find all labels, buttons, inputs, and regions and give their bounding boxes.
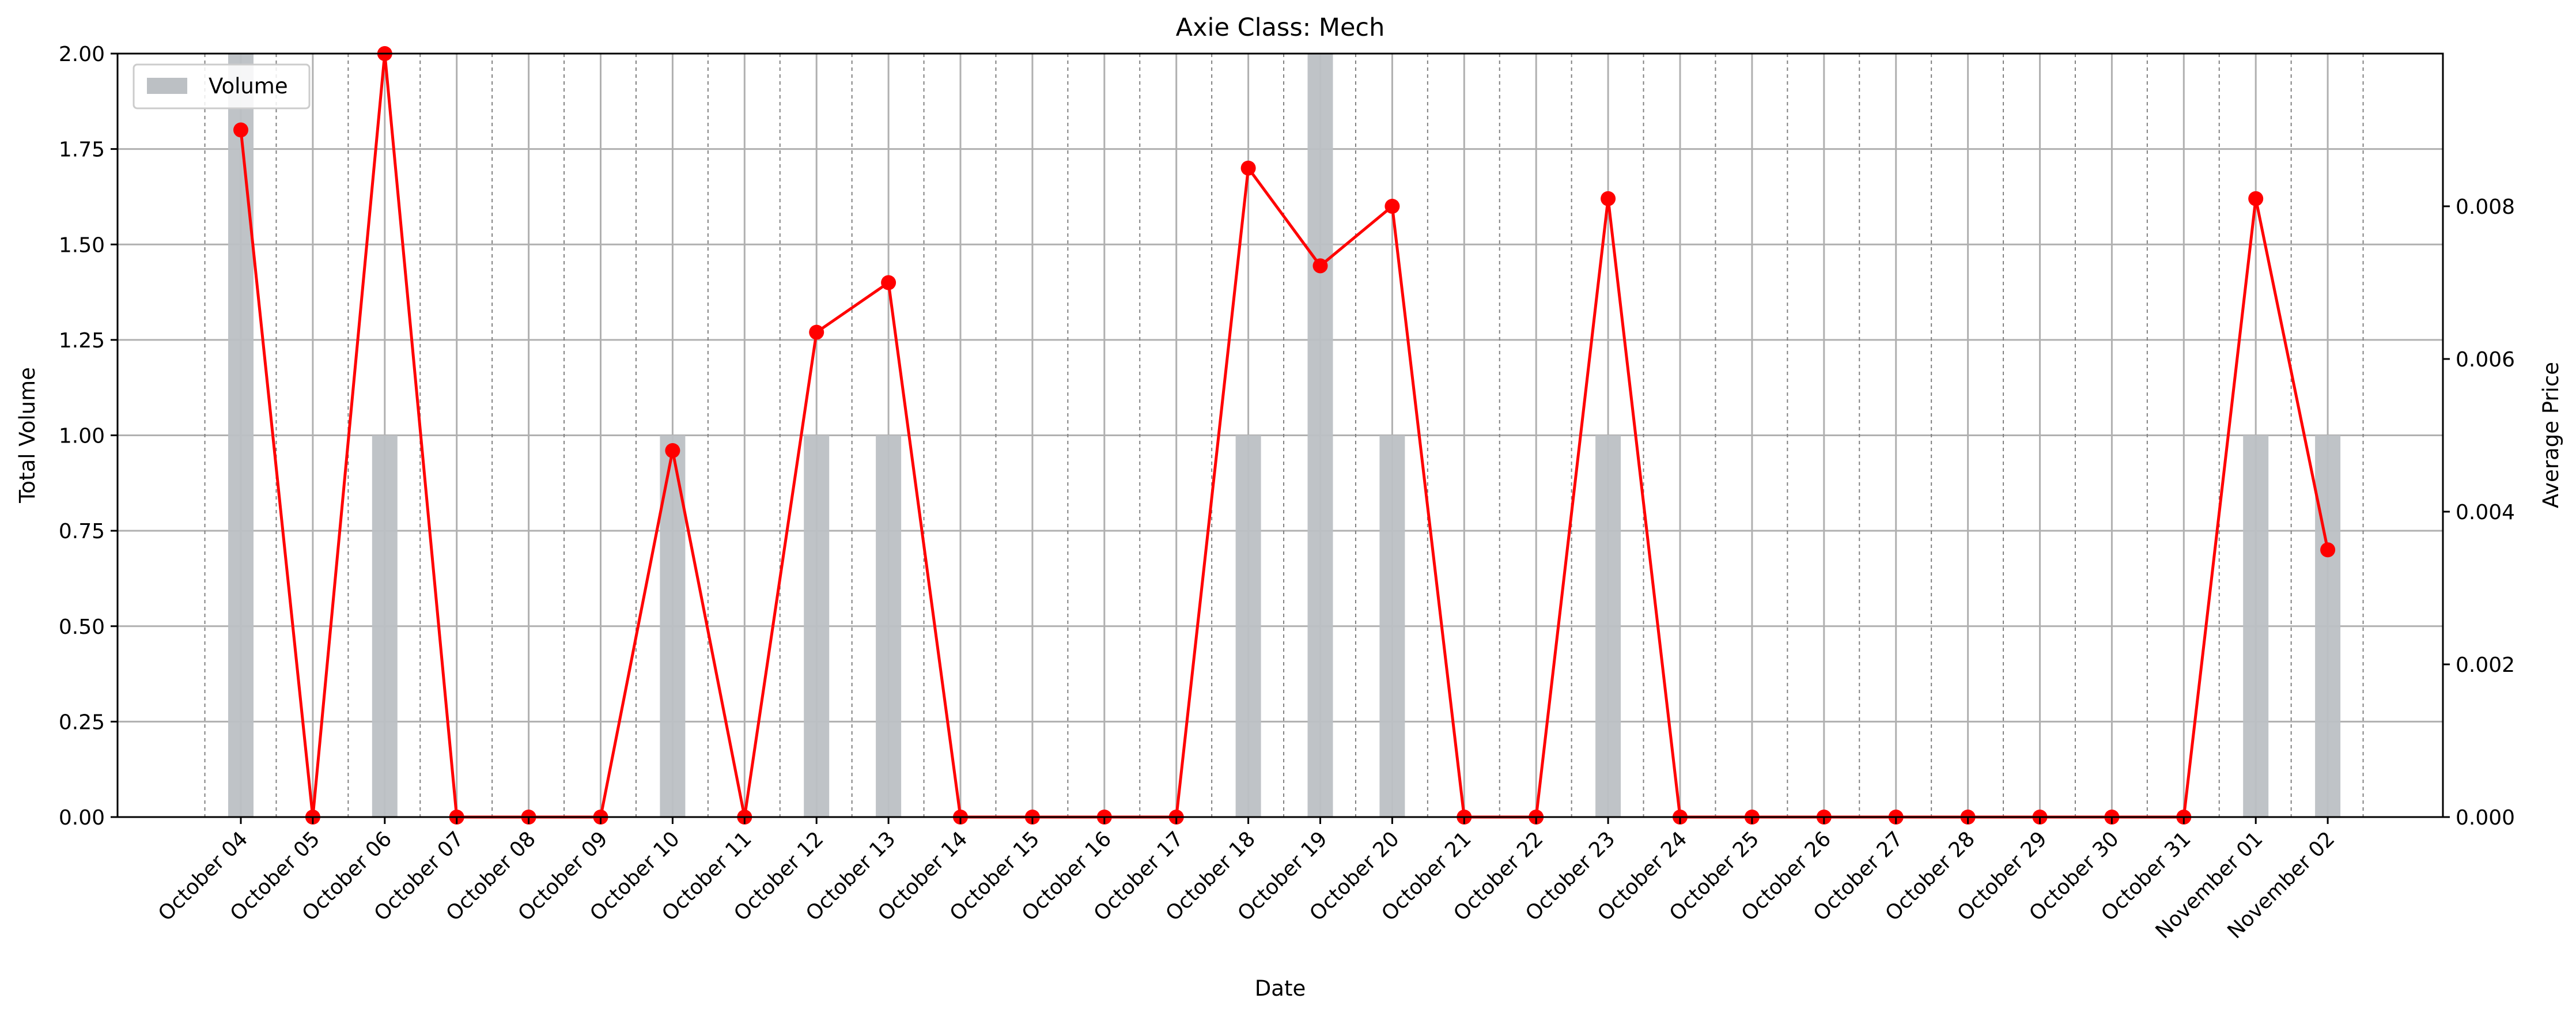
y2-axis-title: Average Price — [2539, 362, 2563, 508]
y-tick-label: 0.75 — [59, 520, 105, 543]
y2-tick-label: 0.000 — [2456, 806, 2515, 830]
y2-tick-label: 0.002 — [2456, 653, 2515, 677]
price-point — [1312, 258, 1328, 274]
price-point — [2248, 191, 2264, 206]
y-tick-label: 1.50 — [59, 233, 105, 257]
legend-box — [133, 63, 311, 109]
y-tick-label: 1.75 — [59, 138, 105, 162]
y-tick-label: 2.00 — [59, 43, 105, 66]
y-tick-label: 0.00 — [59, 806, 105, 830]
y-tick-label: 0.50 — [59, 615, 105, 639]
price-point — [1240, 160, 1256, 176]
y-tick-label: 1.00 — [59, 425, 105, 448]
volume-bar — [2315, 435, 2341, 817]
legend-label-volume: Volume — [209, 74, 288, 99]
volume-bar — [1595, 435, 1621, 817]
price-point — [809, 324, 824, 340]
y2-tick-label: 0.004 — [2456, 501, 2515, 524]
price-point — [881, 275, 897, 290]
chart-title: Axie Class: Mech — [1176, 13, 1385, 42]
price-point — [665, 443, 680, 458]
y-axis-title: Total Volume — [15, 367, 40, 504]
price-point — [2320, 542, 2336, 558]
price-point — [233, 122, 248, 138]
price-point — [1385, 199, 1400, 214]
volume-bar — [1307, 54, 1333, 817]
y-tick-label: 0.25 — [59, 710, 105, 734]
volume-bar — [1379, 435, 1405, 817]
x-axis-title: Date — [1255, 976, 1306, 1001]
volume-bar — [2243, 435, 2269, 817]
legend-swatch-volume — [147, 78, 187, 94]
volume-bar — [1235, 435, 1261, 817]
volume-bar — [876, 435, 902, 817]
bar-layer — [228, 54, 2341, 817]
volume-bar — [372, 435, 398, 817]
y-tick-label: 1.25 — [59, 329, 105, 353]
legend: Volume — [133, 63, 311, 109]
volume-bar — [228, 54, 254, 817]
price-point — [1601, 191, 1616, 206]
y2-tick-label: 0.008 — [2456, 195, 2515, 219]
y2-tick-label: 0.006 — [2456, 348, 2515, 372]
volume-bar — [804, 435, 830, 817]
